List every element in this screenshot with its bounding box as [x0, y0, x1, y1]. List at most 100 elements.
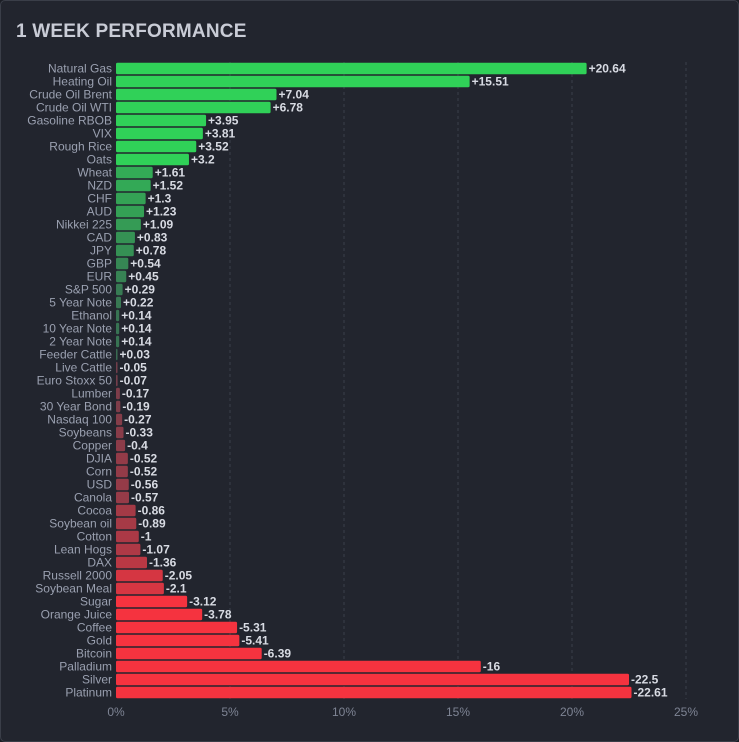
bar	[116, 257, 129, 270]
bar	[116, 88, 277, 101]
category-label: Platinum	[65, 686, 112, 700]
bar	[116, 582, 164, 595]
category-label: Russell 2000	[43, 569, 113, 583]
bar	[116, 426, 124, 439]
category-label: 5 Year Note	[49, 296, 112, 310]
value-label: +0.03	[120, 348, 151, 362]
category-label: Soybeans	[59, 426, 112, 440]
category-label: Heating Oil	[53, 75, 112, 89]
bar	[116, 608, 203, 621]
bar	[116, 296, 122, 309]
value-label: +7.04	[279, 88, 310, 102]
category-label: USD	[87, 478, 113, 492]
bar	[116, 387, 120, 400]
value-label: +3.95	[208, 114, 239, 128]
x-tick-label: 5%	[221, 705, 239, 719]
bar	[116, 621, 238, 634]
bar	[116, 166, 153, 179]
category-label: Copper	[73, 439, 112, 453]
category-label: S&P 500	[65, 283, 112, 297]
bar	[116, 556, 148, 569]
category-label: GBP	[87, 257, 112, 271]
chart-title: 1 WEEK PERFORMANCE	[16, 21, 247, 42]
bar	[116, 114, 207, 127]
value-label: -2.1	[166, 582, 187, 596]
category-label: Gasoline RBOB	[27, 114, 112, 128]
value-label: +1.61	[155, 166, 186, 180]
value-label: -0.27	[124, 413, 152, 427]
bar	[116, 517, 137, 530]
value-label: +1.3	[148, 192, 172, 206]
bar	[116, 218, 141, 231]
value-label: -3.12	[189, 595, 217, 609]
bar	[116, 673, 629, 686]
x-tick-label: 15%	[446, 705, 470, 719]
category-label: Natural Gas	[48, 62, 112, 76]
category-label: Nikkei 225	[56, 218, 112, 232]
bar	[116, 179, 151, 192]
bar	[116, 205, 145, 218]
bar	[116, 361, 118, 374]
category-label: CAD	[87, 231, 113, 245]
bar	[116, 127, 203, 140]
bar	[116, 504, 136, 517]
value-label: +1.23	[146, 205, 177, 219]
bar	[116, 270, 127, 283]
bar	[116, 335, 120, 348]
bar	[116, 439, 126, 452]
bar	[116, 647, 262, 660]
category-label: 10 Year Note	[43, 322, 113, 336]
category-label: Orange Juice	[41, 608, 113, 622]
category-label: JPY	[90, 244, 112, 258]
category-label: NZD	[87, 179, 112, 193]
bar	[116, 400, 121, 413]
bar	[116, 530, 139, 543]
category-label: Live Cattle	[55, 361, 112, 375]
bar	[116, 101, 271, 114]
bar	[116, 75, 470, 88]
category-label: Canola	[74, 491, 112, 505]
category-label: Crude Oil WTI	[36, 101, 112, 115]
value-label: +0.14	[121, 322, 152, 336]
value-label: -22.5	[631, 673, 659, 687]
value-label: +0.14	[121, 335, 152, 349]
bar	[116, 231, 135, 244]
value-label: -1.07	[142, 543, 170, 557]
category-label: Oats	[87, 153, 112, 167]
value-label: +20.64	[589, 62, 626, 76]
bar	[116, 478, 129, 491]
bar	[116, 465, 128, 478]
value-label: -0.19	[122, 400, 150, 414]
value-label: +0.22	[123, 296, 154, 310]
value-label: -1.36	[149, 556, 177, 570]
category-label: Crude Oil Brent	[29, 88, 112, 102]
value-label: +1.09	[143, 218, 174, 232]
bar	[116, 660, 481, 673]
category-label: EUR	[87, 270, 113, 284]
value-label: -0.17	[122, 387, 150, 401]
category-label: Cocoa	[77, 504, 112, 518]
bar	[116, 491, 129, 504]
bar	[116, 452, 128, 465]
value-label: -5.41	[241, 634, 269, 648]
bar	[116, 569, 163, 582]
bar	[116, 543, 141, 556]
x-tick-label: 0%	[107, 705, 125, 719]
bar	[116, 322, 120, 335]
category-label: Soybean oil	[49, 517, 112, 531]
category-label: Corn	[86, 465, 112, 479]
value-label: +1.52	[153, 179, 184, 193]
category-label: Feeder Cattle	[39, 348, 112, 362]
value-label: -0.52	[130, 452, 158, 466]
category-label: AUD	[87, 205, 113, 219]
value-label: -6.39	[264, 647, 292, 661]
value-label: -2.05	[165, 569, 193, 583]
bar	[116, 634, 240, 647]
value-label: -3.78	[204, 608, 232, 622]
value-label: +0.83	[137, 231, 168, 245]
value-label: -0.4	[127, 439, 148, 453]
category-label: Euro Stoxx 50	[37, 374, 113, 388]
bar	[116, 309, 120, 322]
value-label: +0.78	[136, 244, 167, 258]
bar	[116, 140, 197, 153]
